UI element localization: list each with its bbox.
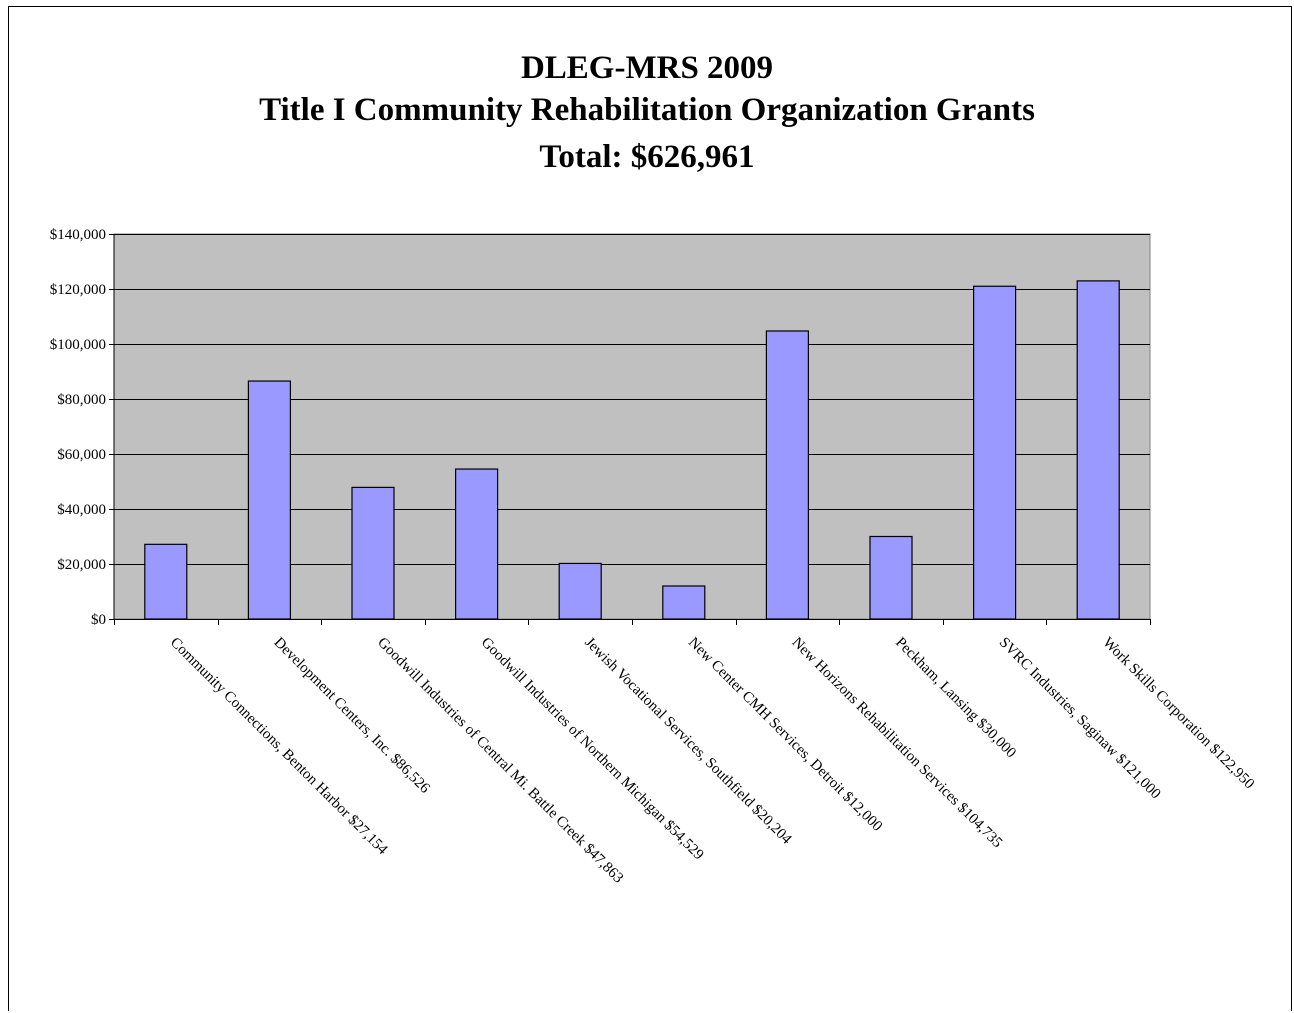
- chart-title-line-1: DLEG-MRS 2009: [520, 50, 774, 86]
- x-tick-label: SVRC Industries, Saginaw $121,000: [996, 635, 1164, 803]
- chart-title-line-3: Total: $626,961: [539, 139, 755, 175]
- bar: [247, 380, 291, 620]
- x-tick-label: Peckham, Lansing $30,000: [892, 635, 1019, 762]
- x-tick-label: New Horizons Rehabilitation Services $10…: [789, 635, 1006, 852]
- x-tick-label: Goodwill Industries of Northern Michigan…: [478, 635, 707, 864]
- bar: [765, 330, 810, 620]
- y-tick-label: $40,000: [57, 502, 106, 518]
- y-tick-label: $60,000: [57, 447, 106, 463]
- bar: [662, 585, 706, 620]
- bar: [144, 543, 188, 620]
- bar: [351, 486, 395, 620]
- x-tick-label: Jewish Vocational Services, Southfield $…: [581, 635, 794, 848]
- bar: [455, 468, 499, 620]
- bar: [1076, 280, 1120, 620]
- chart-title-line-2: Title I Community Rehabilitation Organiz…: [259, 92, 1035, 128]
- bar: [869, 535, 913, 620]
- y-tick-label: $80,000: [57, 392, 106, 408]
- bar: [558, 562, 602, 620]
- x-tick-label: Goodwill Industries of Central Mi. Battl…: [374, 635, 626, 887]
- axes: [109, 234, 1151, 625]
- y-tick-label: $120,000: [50, 282, 106, 298]
- x-tick-label: Community Connections, Benton Harbor $27…: [167, 635, 391, 859]
- y-tick-label: $0: [91, 612, 106, 628]
- x-tick-label: New Center CMH Services, Detroit $12,000: [685, 635, 885, 835]
- bar: [972, 285, 1017, 620]
- chart-frame: [8, 6, 1292, 1011]
- y-tick-label: $140,000: [50, 227, 106, 243]
- y-tick-label: $20,000: [57, 557, 106, 573]
- x-tick-labels: Community Connections, Benton Harbor $27…: [167, 635, 1257, 887]
- y-tick-label: $100,000: [50, 337, 106, 353]
- y-tick-labels: $0 $20,000 $40,000 $60,000 $80,000 $100,000 $1…: [50, 227, 106, 628]
